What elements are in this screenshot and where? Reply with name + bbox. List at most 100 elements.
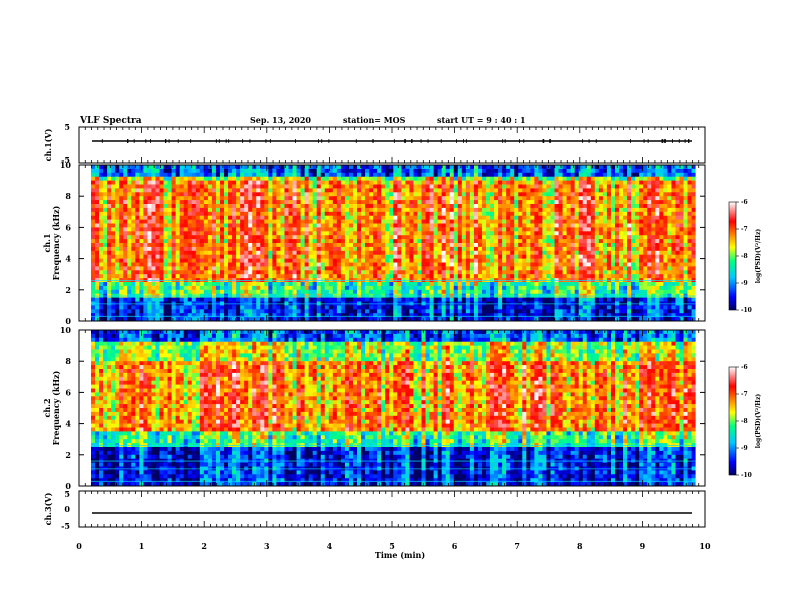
- spectrogram-cell: [163, 204, 168, 209]
- spectrogram-cell: [389, 231, 394, 236]
- spectrogram-cell: [441, 192, 447, 197]
- spectrogram-cell: [159, 243, 164, 248]
- spectrogram-cell: [127, 223, 132, 228]
- spectrogram-cell: [562, 254, 568, 259]
- spectrogram-cell: [574, 235, 580, 240]
- spectrogram-cell: [481, 172, 487, 178]
- spectrogram-cell: [167, 262, 173, 267]
- spectrogram-cell: [469, 215, 475, 220]
- spectrogram-cell: [268, 172, 273, 178]
- spectrogram-cell: [582, 231, 588, 236]
- spectrogram-cell: [481, 235, 487, 240]
- spectrogram-cell: [91, 270, 96, 275]
- spectrogram-cell: [99, 215, 104, 220]
- spectrogram-cell: [195, 211, 201, 217]
- spectrogram-cell: [437, 274, 443, 279]
- spectrogram-cell: [288, 274, 293, 279]
- spectrogram-cell: [260, 180, 265, 185]
- spectrogram-cell: [332, 200, 338, 205]
- spectrogram-cell: [167, 246, 173, 252]
- spectrogram-cell: [473, 317, 479, 322]
- spectrogram-cell: [449, 200, 455, 205]
- spectrogram-cell: [344, 223, 350, 228]
- spectrogram-cell: [554, 262, 559, 267]
- spectrogram-cell: [385, 227, 390, 232]
- spectrogram-cell: [127, 176, 132, 181]
- spectrogram-cell: [280, 235, 285, 240]
- spectrogram-cell: [320, 231, 326, 236]
- spectrogram-cell: [248, 168, 253, 174]
- spectrogram-cell: [546, 250, 551, 256]
- spectrogram-cell: [203, 250, 209, 256]
- spectrogram-cell: [300, 176, 306, 181]
- spectrogram-cell: [498, 184, 503, 189]
- spectrogram-cell: [546, 289, 551, 295]
- spectrogram-cell: [215, 165, 221, 170]
- spectrogram-cell: [429, 289, 435, 295]
- spectrogram-cell: [308, 266, 314, 271]
- spectrogram-cell: [199, 313, 205, 318]
- spectrogram-cell: [445, 282, 451, 287]
- spectrogram-cell: [143, 285, 148, 291]
- spectrogram-cell: [353, 231, 358, 236]
- spectrogram-cell: [244, 274, 249, 279]
- spectrogram-cell: [425, 239, 430, 244]
- spectrogram-cell: [139, 258, 144, 263]
- spectrogram-cell: [486, 227, 491, 232]
- spectrogram-cell: [457, 172, 463, 178]
- spectrogram-cell: [530, 285, 535, 291]
- spectrogram-cell: [377, 243, 382, 248]
- spectrogram-cell: [219, 239, 225, 244]
- spectrogram-cell: [530, 239, 535, 244]
- spectrogram-cell: [554, 168, 559, 174]
- spectrogram-cell: [381, 297, 386, 302]
- spectrogram-cell: [195, 297, 201, 302]
- spectrogram-cell: [316, 231, 322, 236]
- spectrogram-cell: [397, 196, 402, 201]
- spectrogram-cell: [115, 165, 120, 170]
- spectrogram-cell: [264, 274, 269, 279]
- spectrogram-cell: [494, 270, 499, 275]
- spectrogram-cell: [578, 165, 584, 170]
- spectrogram-cell: [171, 282, 177, 287]
- spectrogram-cell: [123, 180, 128, 185]
- spectrogram-cell: [219, 274, 225, 279]
- spectrogram-cell: [248, 262, 253, 267]
- spectrogram-cell: [445, 235, 451, 240]
- spectrogram-cell: [127, 235, 132, 240]
- spectrogram-cell: [457, 176, 463, 181]
- spectrogram-cell: [570, 165, 576, 170]
- spectrogram-cell: [554, 285, 559, 291]
- spectrogram-cell: [340, 282, 346, 287]
- spectrogram-cell: [421, 239, 426, 244]
- spectrogram-cell: [510, 285, 515, 291]
- spectrogram-cell: [340, 168, 346, 174]
- spectrogram-cell: [308, 235, 314, 240]
- spectrogram-cell: [103, 243, 108, 248]
- spectrogram-cell: [502, 246, 507, 252]
- spectrogram-cell: [139, 192, 144, 197]
- spectrogram-cell: [167, 285, 173, 291]
- spectrogram-cell: [163, 168, 168, 174]
- spectrogram-cell: [183, 172, 189, 178]
- spectrogram-cell: [135, 246, 140, 252]
- spectrogram-cell: [171, 200, 177, 205]
- spectrogram-cell: [445, 219, 451, 224]
- spectrogram-cell: [151, 223, 156, 228]
- spectrogram-cell: [240, 207, 245, 213]
- spectrogram-cell: [115, 270, 120, 275]
- spectrogram-cell: [506, 289, 511, 295]
- spectrogram-cell: [199, 223, 205, 228]
- spectrogram-cell: [353, 317, 358, 322]
- spectrogram-cell: [151, 172, 156, 178]
- spectrogram-cell: [147, 305, 152, 310]
- spectrogram-cell: [357, 165, 362, 170]
- spectrogram-cell: [361, 243, 366, 248]
- spectrogram-cell: [409, 250, 414, 256]
- spectrogram-cell: [240, 262, 245, 267]
- spectrogram-cell: [486, 309, 491, 314]
- spectrogram-cell: [119, 250, 124, 256]
- spectrogram-cell: [248, 188, 253, 193]
- spectrogram-cell: [155, 165, 160, 170]
- spectrogram-cell: [264, 207, 269, 213]
